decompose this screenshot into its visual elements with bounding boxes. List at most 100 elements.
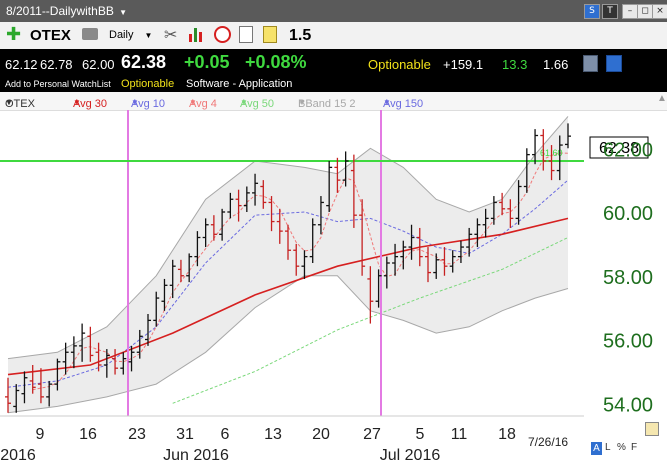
chevron-down-icon[interactable]: ▼: [298, 98, 306, 107]
notes-icon[interactable]: [239, 26, 253, 43]
price-bar: [235, 189, 242, 222]
price-bar: [433, 253, 440, 279]
price-change-percent: +0.08%: [245, 52, 307, 72]
x-tick-label: 23: [128, 426, 146, 443]
chevron-down-icon[interactable]: ▼: [240, 98, 248, 107]
price-bar: [309, 218, 316, 263]
price-bar: [62, 342, 69, 375]
date-label: 7/26/16: [528, 435, 568, 449]
price-bar: [285, 224, 291, 260]
low-price: 62.00: [82, 57, 115, 72]
price-bar: [441, 247, 448, 276]
price-bar: [13, 384, 20, 413]
save-icon[interactable]: [606, 55, 622, 72]
price-bar: [21, 371, 28, 404]
price-bar: [145, 314, 151, 346]
price-bar: [490, 196, 497, 225]
add-watchlist-link[interactable]: Add to Personal WatchList: [5, 79, 111, 89]
title-bar: 8/2011--DailywithBB ▼ S T – ◻ ×: [0, 0, 667, 22]
price-bar: [375, 269, 382, 308]
price-bar: [523, 148, 530, 193]
price-bar: [87, 326, 94, 362]
price-bar: [466, 227, 473, 257]
price-bar: [540, 129, 547, 171]
price-bar: [350, 154, 357, 228]
price-bar: [252, 173, 259, 206]
tools-icon[interactable]: ✂: [164, 25, 178, 44]
price-bar: [334, 157, 341, 193]
price-bar: [293, 243, 300, 276]
study-label: Avg 50: [240, 98, 275, 110]
price-bar: [317, 196, 324, 235]
close-button[interactable]: ×: [652, 4, 667, 19]
window-title[interactable]: 8/2011--DailywithBB ▼: [6, 4, 127, 18]
price-bar: [103, 349, 110, 378]
absolute-scale-button[interactable]: A: [591, 442, 602, 455]
y-tick-label: 60.00: [603, 203, 653, 225]
chevron-down-icon[interactable]: ▼: [131, 98, 139, 107]
chevron-down-icon[interactable]: ▼: [383, 98, 391, 107]
chevron-down-icon[interactable]: ▼: [144, 31, 153, 40]
link-t-button[interactable]: T: [602, 4, 618, 19]
fit-scale-button[interactable]: F: [631, 442, 638, 453]
price-bar: [186, 253, 193, 283]
period-select[interactable]: Daily ▼: [109, 29, 152, 41]
link-s-button[interactable]: S: [584, 4, 600, 19]
study-label: Avg 4: [189, 98, 217, 110]
stat-value-a: +159.1: [443, 57, 484, 72]
study-label: BBand 15 2: [298, 98, 356, 110]
bar-chart-icon[interactable]: [188, 26, 206, 42]
high-price: 62.78: [40, 57, 73, 72]
expand-arrow-icon[interactable]: ▼: [5, 98, 13, 107]
price-bar: [95, 342, 102, 372]
edit-icon[interactable]: [645, 422, 659, 436]
chevron-down-icon[interactable]: ▼: [189, 98, 197, 107]
x-tick-label: 20: [312, 426, 330, 443]
price-bar: [128, 345, 135, 372]
chevron-down-icon[interactable]: ▼: [119, 8, 128, 17]
chevron-down-icon[interactable]: ▼: [73, 98, 81, 107]
study-label: Avg 150: [383, 98, 424, 110]
scroll-up-icon[interactable]: ▲: [657, 93, 667, 104]
study-label: Avg 30: [73, 98, 108, 110]
open-price: 62.12: [5, 57, 38, 72]
price-bar: [342, 151, 349, 187]
price-bar: [565, 123, 571, 149]
notepad-icon[interactable]: [263, 26, 277, 43]
symbol-input[interactable]: OTEX: [30, 27, 71, 44]
y-tick-label: 62.00: [603, 139, 653, 161]
chevron-down-icon[interactable]: ▼: [5, 98, 13, 107]
info-bar: Add to Personal WatchList Optionable Sof…: [0, 77, 667, 92]
price-change: +0.05: [184, 52, 230, 72]
price-bar: [177, 259, 184, 283]
log-scale-button[interactable]: L: [605, 442, 611, 453]
maximize-button[interactable]: ◻: [637, 4, 653, 19]
percent-scale-button[interactable]: %: [617, 442, 626, 453]
price-bar: [70, 336, 77, 369]
database-icon[interactable]: [583, 55, 598, 72]
x-month-label: Jun 2016: [163, 447, 229, 464]
x-axis-ticks: 9 16 23 31 6 13 20 27 5 11 18 2016 Jun 2016 Jul 2016: [0, 426, 516, 464]
x-tick-label: 18: [498, 426, 516, 443]
price-bar: [556, 135, 563, 181]
period-label: Daily: [109, 29, 134, 41]
y-axis-ticks: 54.00 56.00 58.00 60.00 62.00: [603, 139, 653, 416]
x-tick-label: 5: [416, 426, 425, 443]
price-bar: [120, 352, 127, 375]
price-bar: [260, 180, 267, 209]
price-bar: [457, 240, 464, 263]
printer-icon[interactable]: [82, 28, 98, 40]
price-bar: [359, 199, 366, 276]
minimize-button[interactable]: –: [622, 4, 638, 19]
alarm-clock-icon[interactable]: [214, 26, 231, 43]
add-symbol-icon[interactable]: ✚: [6, 24, 22, 45]
y-tick-label: 58.00: [603, 267, 653, 289]
price-bar: [268, 196, 275, 232]
x-month-label: Jul 2016: [380, 447, 441, 464]
price-bar: [515, 180, 522, 225]
price-bar: [400, 240, 407, 270]
price-bar: [408, 224, 415, 260]
price-bar: [161, 278, 168, 311]
price-bar: [5, 377, 11, 413]
